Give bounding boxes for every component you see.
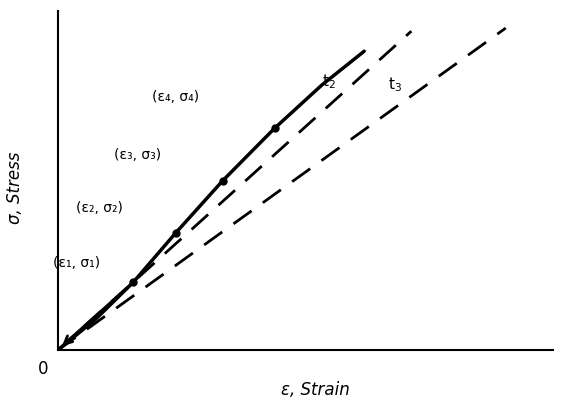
Text: t$_2$: t$_2$ [321,73,336,91]
Text: (ε₄, σ₄): (ε₄, σ₄) [152,90,199,104]
Text: (ε₃, σ₃): (ε₃, σ₃) [114,148,161,162]
Text: (ε₁, σ₁): (ε₁, σ₁) [53,256,100,270]
Text: 0: 0 [38,360,49,378]
Text: (ε₂, σ₂): (ε₂, σ₂) [77,201,124,215]
Text: t$_3$: t$_3$ [388,75,402,94]
Text: ε, Strain: ε, Strain [281,381,350,399]
Text: σ, Stress: σ, Stress [6,151,24,224]
